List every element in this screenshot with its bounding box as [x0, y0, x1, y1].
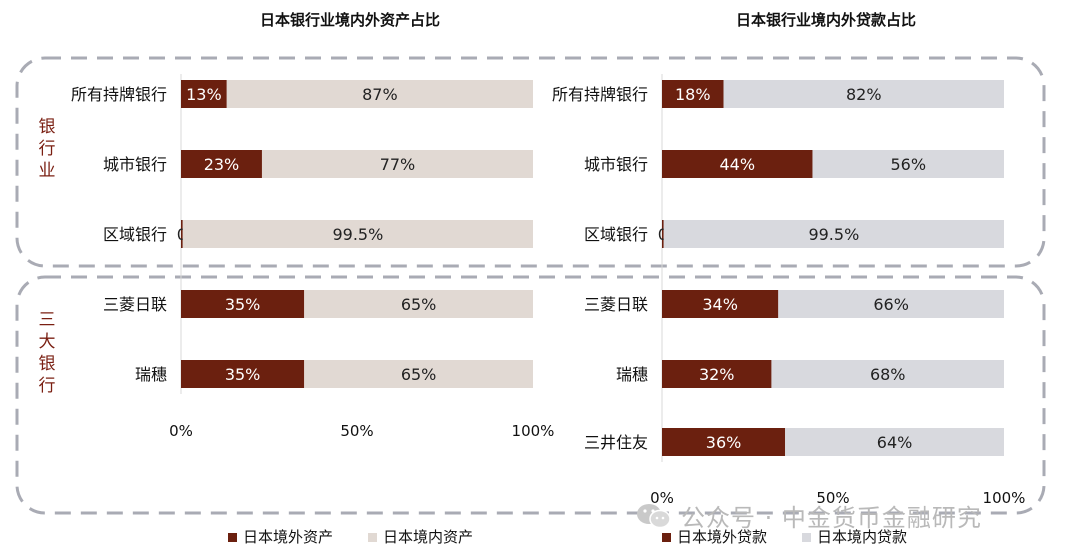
group-label-char: 大 — [39, 332, 56, 352]
category-label: 瑞穗 — [135, 365, 167, 384]
bar-segment-domestic — [812, 150, 1004, 178]
category-label: 所有持牌银行 — [552, 85, 648, 104]
data-label: 99.5% — [332, 225, 383, 244]
bar-segment-domestic — [785, 428, 1004, 456]
chart-title: 日本银行业境内外资产占比 — [260, 11, 440, 29]
legend-label: 日本境外贷款 — [677, 528, 767, 546]
legend-label: 日本境内贷款 — [817, 528, 907, 546]
data-label: 23% — [204, 155, 240, 174]
bar-segment-overseas — [662, 290, 779, 318]
data-label: 35% — [225, 295, 261, 314]
group-label-char: 银 — [39, 117, 56, 137]
group-border-big-three — [15, 275, 1046, 515]
group-border-banking — [15, 56, 1046, 268]
group-label-char: 行 — [39, 139, 56, 159]
x-tick-label: 50% — [340, 422, 373, 440]
bar-segment-overseas — [181, 220, 183, 248]
bar-segment-overseas — [662, 428, 786, 456]
bar-segment-domestic — [304, 360, 533, 388]
data-label: 36% — [706, 433, 742, 452]
group-label-char: 行 — [39, 376, 56, 396]
data-label: 64% — [877, 433, 913, 452]
data-label: 77% — [380, 155, 416, 174]
bar-segment-domestic — [261, 150, 533, 178]
legend-label: 日本境内资产 — [383, 528, 473, 546]
category-label: 所有持牌银行 — [71, 85, 167, 104]
category-label: 城市银行 — [103, 155, 167, 174]
legend-swatch — [368, 533, 377, 542]
data-label: 44% — [719, 155, 755, 174]
data-label: 32% — [699, 365, 735, 384]
bar-segment-domestic — [723, 80, 1004, 108]
x-tick-label: 100% — [983, 489, 1026, 507]
data-label: 68% — [870, 365, 906, 384]
bar-segment-domestic — [304, 290, 533, 318]
data-label: 66% — [873, 295, 909, 314]
category-label: 区域银行 — [584, 225, 648, 244]
data-label: 65% — [401, 295, 437, 314]
legend-swatch — [802, 533, 811, 542]
data-label: 99.5% — [808, 225, 859, 244]
category-label: 三井住友 — [584, 433, 648, 452]
data-label: 35% — [225, 365, 261, 384]
legend-swatch — [228, 533, 237, 542]
legend-label: 日本境外资产 — [243, 528, 333, 546]
x-tick-label: 50% — [816, 489, 849, 507]
group-label-char: 三 — [39, 310, 56, 330]
watermark: 公众号 · 中金货币金融研究 — [635, 498, 982, 533]
bar-segment-overseas — [662, 150, 813, 178]
category-label: 城市银行 — [584, 155, 648, 174]
data-label: 56% — [890, 155, 926, 174]
bar-segment-domestic — [663, 220, 1004, 248]
bar-segment-domestic — [778, 290, 1004, 318]
x-tick-label: 0% — [169, 422, 193, 440]
group-label-char: 业 — [39, 161, 56, 181]
data-label: 34% — [702, 295, 738, 314]
data-label: 18% — [675, 85, 711, 104]
data-label: 13% — [186, 85, 222, 104]
legend-swatch — [662, 533, 671, 542]
bar-segment-overseas — [662, 220, 664, 248]
bar-segment-overseas — [181, 150, 262, 178]
x-tick-label: 100% — [512, 422, 555, 440]
bar-segment-overseas — [181, 80, 227, 108]
category-label: 瑞穗 — [616, 365, 648, 384]
data-label: 87% — [362, 85, 398, 104]
watermark-text: 公众号 · 中金货币金融研究 — [681, 504, 982, 532]
bar-segment-domestic — [182, 220, 533, 248]
category-label: 区域银行 — [103, 225, 167, 244]
bar-segment-overseas — [181, 360, 305, 388]
bar-segment-domestic — [226, 80, 533, 108]
chart-title: 日本银行业境内外贷款占比 — [736, 11, 916, 29]
bar-segment-overseas — [662, 80, 724, 108]
data-label: 65% — [401, 365, 437, 384]
wechat-icon — [637, 503, 671, 528]
category-label: 三菱日联 — [103, 295, 167, 314]
bar-segment-domestic — [771, 360, 1004, 388]
data-label: 82% — [846, 85, 882, 104]
bar-segment-overseas — [662, 360, 772, 388]
bar-segment-overseas — [181, 290, 305, 318]
category-label: 三菱日联 — [584, 295, 648, 314]
x-tick-label: 0% — [650, 489, 674, 507]
group-label-char: 银 — [39, 354, 56, 374]
